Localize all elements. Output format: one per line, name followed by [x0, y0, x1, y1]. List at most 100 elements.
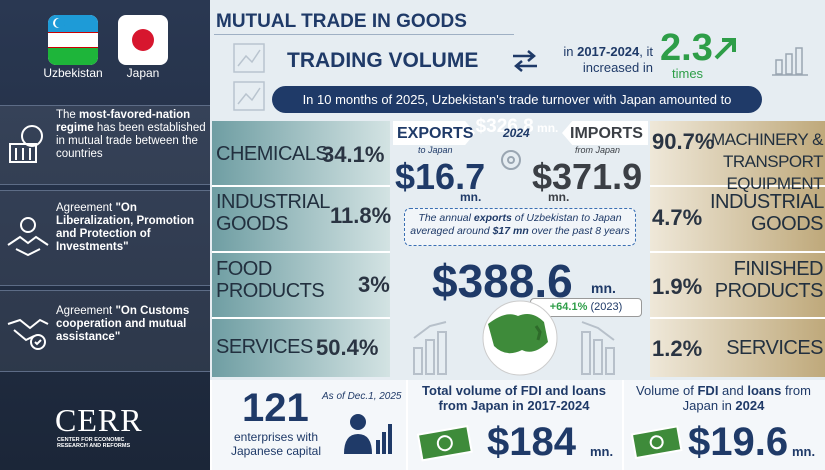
text: and: [718, 383, 748, 398]
text-bold: 2017-2024: [577, 44, 640, 59]
sidebar: [0, 0, 210, 470]
export-row: [212, 187, 390, 253]
text-bold: $326.8: [475, 116, 534, 137]
growth-rate: +64.1%: [549, 301, 588, 313]
logo-subtitle: CENTER FOR ECONOMIC RESEARCH AND REFORMS: [57, 437, 131, 449]
flag-icon: [48, 15, 98, 65]
category-share: 4.7%: [652, 205, 703, 230]
text: The: [56, 109, 80, 121]
icon-chart-up: [413, 321, 447, 375]
text: , it increased in: [582, 44, 653, 75]
exports-tag: [393, 121, 475, 145]
import-row: [650, 121, 825, 187]
category-share: 11.8%: [330, 203, 392, 228]
category-name: INDUSTRIAL GOODS: [710, 191, 824, 235]
panel-enterprises: [210, 380, 408, 470]
year: 2024: [503, 126, 530, 140]
text: Agreement: [56, 202, 116, 214]
trading-volume-label: TRADING VOLUME: [287, 49, 479, 72]
flag-label: Uzbekistan: [43, 66, 103, 80]
agreement-text: Agreement "On Liberalization, Promotion …: [56, 202, 206, 254]
imports-value: $371.9: [532, 156, 643, 197]
logo: CERR: [55, 402, 143, 438]
agreement-box: [0, 290, 210, 372]
icon-money: [630, 425, 683, 460]
category-name: MACHINERY & TRANSPORT EQUIPMENT: [711, 130, 823, 193]
text-bold: $17 mn: [492, 225, 529, 237]
divider: [214, 34, 514, 35]
fdi-2024-value: $19.6: [688, 420, 789, 464]
growth-text: in 2017-2024, it increased in: [540, 44, 653, 76]
exports-value: $16.7: [395, 156, 486, 197]
exports-label: EXPORTS: [397, 125, 474, 142]
text-bold: loans: [747, 383, 782, 398]
category-share: 90.7%: [652, 129, 715, 154]
globe: [482, 300, 558, 376]
category-share: 50.4%: [316, 335, 379, 360]
growth-unit: times: [672, 66, 704, 81]
category-share: 3%: [358, 272, 390, 297]
fdi-total-title: Total volume of FDI and loans from Japan…: [422, 383, 606, 413]
import-row: [650, 187, 825, 253]
category-name: INDUSTRIAL GOODS: [216, 191, 330, 235]
flag-label: Japan: [126, 66, 160, 80]
category-name: FINISHED PRODUCTS: [714, 258, 824, 302]
text: Volume of: [636, 383, 698, 398]
text-bold: FDI: [697, 383, 719, 398]
text: of Uzbekistan to Japan averaged around: [410, 212, 622, 237]
icon-handshake: [7, 217, 49, 257]
icon-exchange: [513, 50, 537, 72]
note: The annual exports of Uzbekistan to Japa…: [404, 208, 636, 246]
text: over the past 8 years: [528, 225, 630, 237]
text-bold: mn.: [533, 121, 559, 135]
flag-icon: [132, 29, 154, 51]
exports-sub: to Japan: [418, 145, 453, 155]
title: MUTUAL TRADE IN GOODS: [216, 11, 467, 32]
flag-uzbekistan: [48, 15, 98, 65]
import-row: [650, 253, 825, 319]
total-unit: mn.: [591, 280, 616, 296]
export-row: [212, 253, 390, 319]
growth-value: 2.3: [660, 27, 713, 69]
export-row: [212, 319, 390, 377]
category-share: 1.9%: [652, 274, 703, 299]
growth-year: (2023): [590, 301, 623, 313]
icon-businessman: [344, 414, 392, 454]
exports-unit: mn.: [460, 190, 482, 204]
agreement-text: Agreement "On Customs cooperation and mu…: [56, 305, 206, 344]
text-bold: "On Liberalization, Promotion and Protec…: [56, 202, 195, 253]
agreement-text: The most-favored-nation regime has been …: [56, 109, 206, 161]
text: has been established in mutual trade bet…: [56, 122, 206, 160]
icon-chart-down: [581, 321, 615, 375]
imports-sub: from Japan: [575, 145, 621, 155]
icon-money: [416, 424, 473, 462]
enterprises-count: 121: [242, 386, 309, 430]
category-name: FOOD PRODUCTS: [216, 258, 325, 302]
icon-chart: [233, 43, 265, 111]
text-bold: "On Customs cooperation and mutual assis…: [56, 305, 190, 343]
text: in: [563, 44, 578, 59]
enterprises-label: enterprises with Japanese capital: [230, 430, 322, 458]
imports-unit: mn.: [548, 190, 570, 204]
imports-tag: [562, 121, 648, 145]
icon-up-arrow: [714, 38, 736, 60]
export-row: [212, 121, 390, 187]
fdi-2024-title: Volume of FDI and loans from Japan in 20…: [624, 383, 823, 413]
imports-label: IMPORTS: [570, 125, 643, 142]
fdi-total-value: $184: [487, 420, 576, 464]
banner: In 10 months of 2025, Uzbekistan's trade…: [272, 86, 762, 137]
text-bold: exports: [473, 212, 512, 224]
text: The annual: [418, 212, 474, 224]
import-row: [650, 319, 825, 377]
flag-japan: [118, 15, 168, 65]
category-name: SERVICES: [726, 337, 823, 359]
category-share: 34.1%: [322, 142, 385, 167]
icon-handshake: [7, 318, 49, 350]
text: Agreement: [56, 305, 116, 317]
text: from Japan in: [682, 383, 811, 413]
fdi-2024-unit: mn.: [792, 444, 816, 459]
category-name: SERVICES: [216, 336, 313, 358]
icon-gears: [501, 150, 521, 170]
enterprises-date: As of Dec.1, 2025: [322, 391, 402, 402]
